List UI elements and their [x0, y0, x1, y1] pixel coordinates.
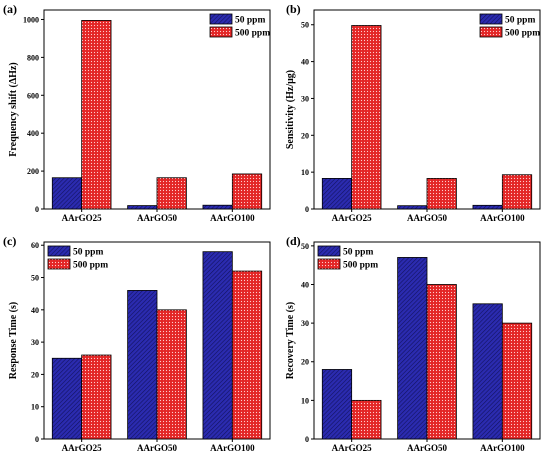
bar	[501, 174, 533, 210]
bar	[231, 270, 263, 440]
bar	[397, 205, 428, 210]
legend-swatch	[47, 258, 71, 270]
y-tick-label: 30	[301, 319, 309, 328]
bar	[321, 178, 353, 210]
y-tick-label: 40	[301, 58, 309, 67]
legend-label: 50 ppm	[343, 248, 373, 258]
bar	[156, 177, 187, 210]
x-tick-label: AArGO50	[407, 443, 447, 453]
y-tick-label: 40	[31, 306, 39, 315]
y-axis-label: Response Time (s)	[8, 302, 19, 379]
bar	[351, 25, 382, 210]
y-tick-label: 400	[27, 129, 39, 138]
bar	[351, 399, 382, 440]
bar	[127, 205, 158, 210]
legend-swatch	[479, 26, 503, 38]
x-tick-label: AArGO100	[210, 443, 255, 453]
y-tick-label: 1000	[23, 15, 39, 24]
x-tick-label: AArGO25	[62, 443, 102, 453]
y-tick-label: 20	[301, 131, 309, 140]
legend-label: 50 ppm	[235, 16, 265, 26]
panel-label: (b)	[286, 2, 301, 16]
bar	[472, 303, 503, 440]
chart-panel: (b) 0 10 20 30 40 50 Sensitivity (Hz/μg) AArGO25…	[285, 2, 541, 223]
legend-swatch	[479, 13, 503, 25]
panel-label: (a)	[3, 2, 17, 16]
y-tick-label: 0	[35, 435, 39, 444]
y-tick-label: 30	[31, 338, 39, 347]
legend-swatch	[317, 245, 341, 257]
bar	[81, 20, 112, 210]
y-tick-label: 20	[301, 358, 309, 367]
chart-panel: (a) 0 200 400 600 800 1000 Frequency shift (ΔHz…	[3, 2, 271, 223]
x-tick-label: AArGO25	[332, 443, 372, 453]
bar	[231, 173, 263, 210]
chart-panel: (d) 0 10 20 30 40 50 Recovery Time (s) AArGO25 AA…	[285, 234, 541, 453]
bar	[202, 204, 233, 210]
bar	[127, 290, 158, 440]
bar	[321, 369, 353, 440]
bar	[156, 309, 187, 440]
bar	[202, 251, 233, 440]
legend-label: 500 ppm	[235, 29, 270, 39]
legend-swatch	[209, 13, 233, 25]
y-tick-label: 10	[301, 168, 309, 177]
legend-label: 500 ppm	[505, 29, 540, 39]
legend-swatch	[47, 245, 71, 257]
legend-label: 500 ppm	[73, 261, 108, 271]
bar	[397, 257, 428, 440]
x-tick-label: AArGO25	[332, 213, 372, 223]
legend: 50 ppm 500 ppm	[47, 245, 108, 271]
x-tick-label: AArGO100	[210, 213, 255, 223]
panel-label: (d)	[286, 234, 301, 248]
x-tick-label: AArGO25	[62, 213, 102, 223]
y-axis-label: Frequency shift (ΔHz)	[8, 62, 19, 156]
legend-swatch	[317, 258, 341, 270]
bar	[472, 204, 503, 210]
bar	[51, 357, 83, 440]
legend-swatch	[209, 26, 233, 38]
bar	[81, 354, 112, 440]
y-tick-label: 10	[301, 396, 309, 405]
x-tick-label: AArGO100	[480, 213, 525, 223]
panel-label: (c)	[3, 234, 16, 248]
y-axis-label: Sensitivity (Hz/μg)	[285, 70, 296, 149]
x-tick-label: AArGO50	[137, 443, 177, 453]
y-tick-label: 200	[27, 167, 39, 176]
y-tick-label: 40	[301, 280, 309, 289]
legend: 50 ppm 500 ppm	[479, 13, 540, 39]
y-tick-label: 800	[27, 53, 39, 62]
y-tick-label: 30	[301, 94, 309, 103]
bar	[426, 284, 457, 440]
legend: 50 ppm 500 ppm	[317, 245, 378, 271]
y-tick-label: 0	[35, 205, 39, 214]
y-axis-label: Recovery Time (s)	[285, 302, 296, 379]
x-tick-label: AArGO50	[407, 213, 447, 223]
bar	[426, 178, 457, 210]
legend-label: 50 ppm	[73, 248, 103, 258]
y-tick-label: 50	[31, 274, 39, 283]
y-tick-label: 60	[31, 241, 39, 250]
bar	[501, 322, 533, 440]
legend: 50 ppm 500 ppm	[209, 13, 270, 39]
y-tick-label: 20	[31, 370, 39, 379]
legend-label: 50 ppm	[505, 16, 535, 26]
bar	[51, 177, 83, 210]
y-tick-label: 10	[31, 403, 39, 412]
y-tick-label: 0	[305, 205, 309, 214]
y-tick-label: 600	[27, 91, 39, 100]
y-tick-label: 50	[301, 21, 309, 30]
y-tick-label: 50	[301, 242, 309, 251]
y-tick-label: 0	[305, 435, 309, 444]
chart-panel: (c) 0 10 20 30 40 50 60 Response Time (s) AArGO25…	[3, 234, 271, 453]
x-tick-label: AArGO50	[137, 213, 177, 223]
x-tick-label: AArGO100	[480, 443, 525, 453]
legend-label: 500 ppm	[343, 261, 378, 271]
